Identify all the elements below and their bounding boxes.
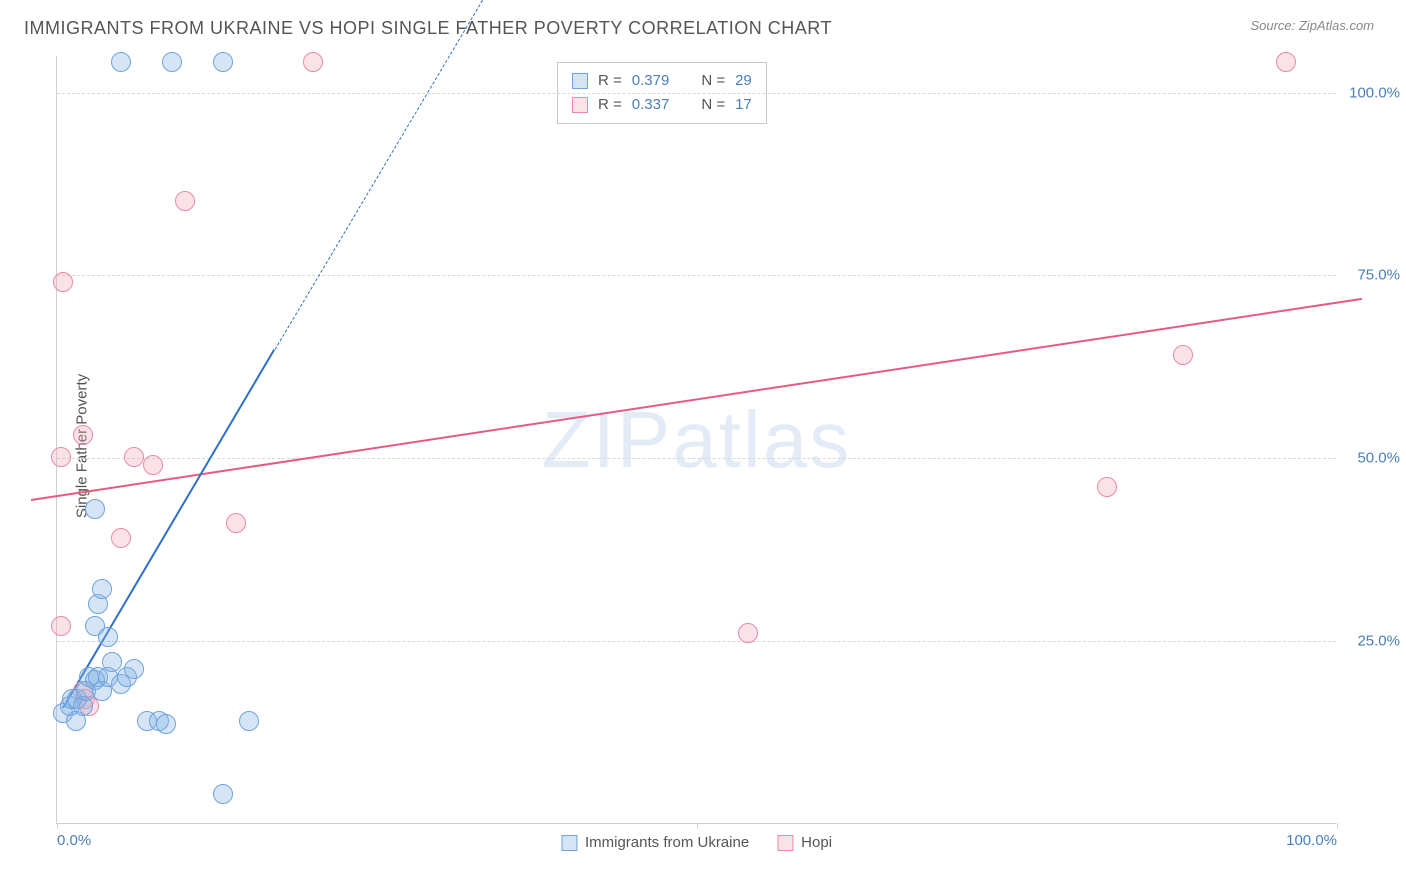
data-point-hopi (143, 455, 163, 475)
data-point-ukraine (98, 627, 118, 647)
gridline (57, 641, 1336, 642)
xtick-mark (1337, 823, 1338, 829)
legend-series: Immigrants from Ukraine Hopi (561, 834, 832, 851)
chart-container: IMMIGRANTS FROM UKRAINE VS HOPI SINGLE F… (0, 0, 1406, 892)
trend-line (31, 297, 1362, 500)
data-point-ukraine (213, 784, 233, 804)
xtick-label: 100.0% (1286, 832, 1337, 849)
legend-row: R = 0.379 N = 29 (572, 69, 752, 93)
data-point-ukraine (66, 711, 86, 731)
legend-item: Immigrants from Ukraine (561, 834, 749, 851)
legend-swatch (572, 97, 588, 113)
legend-swatch (572, 73, 588, 89)
ytick-label: 100.0% (1349, 84, 1400, 101)
legend-r-label: R = (598, 93, 622, 117)
data-point-hopi (1097, 477, 1117, 497)
legend-swatch (777, 835, 793, 851)
plot-area: ZIPatlas R =0.379N =29R =0.337N =17 Immi… (56, 56, 1336, 824)
legend-r-label: R = (598, 69, 622, 93)
data-point-hopi (53, 272, 73, 292)
data-point-hopi (226, 513, 246, 533)
data-point-ukraine (162, 52, 182, 72)
data-point-hopi (738, 623, 758, 643)
legend-n-value: 29 (735, 69, 752, 93)
ytick-label: 25.0% (1357, 633, 1400, 650)
chart-title: IMMIGRANTS FROM UKRAINE VS HOPI SINGLE F… (24, 18, 1382, 39)
xtick-label: 0.0% (57, 832, 91, 849)
legend-swatch (561, 835, 577, 851)
source-label: Source: ZipAtlas.com (1250, 18, 1374, 33)
legend-label: Hopi (801, 834, 832, 851)
legend-item: Hopi (777, 834, 832, 851)
legend-label: Immigrants from Ukraine (585, 834, 749, 851)
data-point-hopi (175, 191, 195, 211)
data-point-ukraine (239, 711, 259, 731)
legend-r-value: 0.379 (632, 69, 670, 93)
data-point-hopi (124, 447, 144, 467)
legend-n-value: 17 (735, 93, 752, 117)
data-point-ukraine (111, 52, 131, 72)
data-point-hopi (73, 425, 93, 445)
data-point-hopi (51, 447, 71, 467)
data-point-hopi (1173, 345, 1193, 365)
data-point-ukraine (156, 714, 176, 734)
ytick-label: 75.0% (1357, 267, 1400, 284)
data-point-hopi (51, 616, 71, 636)
data-point-hopi (1276, 52, 1296, 72)
gridline (57, 458, 1336, 459)
legend-r-value: 0.337 (632, 93, 670, 117)
watermark: ZIPatlas (542, 394, 851, 486)
ytick-label: 50.0% (1357, 450, 1400, 467)
legend-n-label: N = (701, 69, 725, 93)
data-point-ukraine (213, 52, 233, 72)
data-point-ukraine (85, 499, 105, 519)
gridline (57, 275, 1336, 276)
legend-row: R = 0.337 N = 17 (572, 93, 752, 117)
xtick-mark (57, 823, 58, 829)
xtick-mark (697, 823, 698, 829)
data-point-ukraine (92, 579, 112, 599)
gridline (57, 93, 1336, 94)
data-point-ukraine (124, 659, 144, 679)
data-point-hopi (303, 52, 323, 72)
legend-n-label: N = (701, 93, 725, 117)
data-point-hopi (111, 528, 131, 548)
